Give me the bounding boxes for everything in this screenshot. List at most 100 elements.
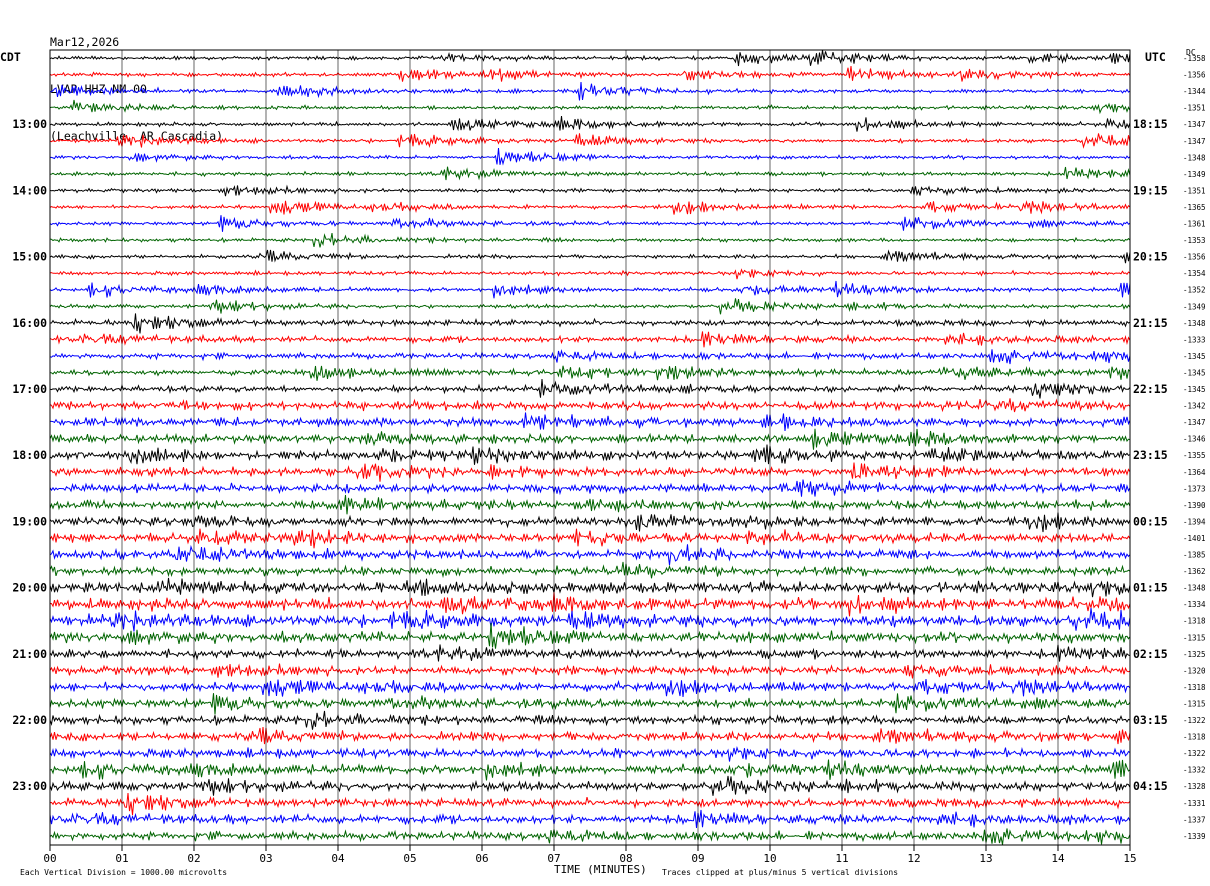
seismic-trace: [50, 313, 1131, 334]
dc-offset-label: -1342: [1183, 402, 1206, 411]
right-hour-label: 00:15: [1133, 514, 1168, 528]
left-hour-labels: 13:00 14:00 15:00 16:00 17:00 18:00 19:00 20:00…: [12, 117, 47, 793]
dc-offset-label: -1394: [1183, 517, 1206, 526]
x-tick-label: 04: [331, 852, 345, 865]
x-tick-label: 07: [547, 852, 560, 865]
x-tick-label: 02: [187, 852, 200, 865]
seismic-trace: [49, 828, 1131, 845]
seismic-trace: [49, 592, 1131, 617]
right-hour-label: 03:15: [1133, 713, 1168, 727]
seismic-trace: [49, 775, 1131, 796]
dc-offset-label: -1356: [1183, 71, 1206, 80]
dc-offset-label: -1351: [1183, 186, 1206, 195]
dc-offset-label: -1333: [1183, 335, 1206, 344]
seismic-trace: [49, 607, 1131, 632]
dc-offset-label: -1345: [1183, 368, 1206, 377]
dc-offset-label: -1362: [1183, 567, 1206, 576]
dc-offset-label: -1352: [1183, 286, 1206, 295]
seismic-trace: [49, 577, 1131, 598]
dc-offset-label: -1390: [1183, 501, 1206, 510]
right-hour-label: 02:15: [1133, 647, 1168, 661]
x-tick-label: 08: [619, 852, 632, 865]
seismic-trace: [49, 462, 1131, 482]
seismic-trace: [49, 759, 1131, 781]
dc-offset-label: -1351: [1183, 104, 1206, 113]
dc-offset-label: -1345: [1183, 352, 1206, 361]
seismic-trace: [49, 663, 1131, 679]
left-hour-label: 16:00: [12, 316, 47, 330]
seismic-trace: [49, 50, 1131, 67]
seismic-trace: [49, 561, 1131, 579]
dc-offset-label: -1337: [1183, 815, 1206, 824]
dc-offset-label: -1358: [1183, 54, 1206, 63]
dc-offset-label: -1339: [1183, 832, 1206, 841]
seismic-trace: [49, 365, 1131, 381]
x-tick-label: 06: [475, 852, 488, 865]
dc-offset-label: -1401: [1183, 534, 1206, 543]
dc-offset-label: -1318: [1183, 617, 1206, 626]
seismic-trace: [49, 444, 1131, 465]
x-axis: 00 01 02 03 04 05 06 07 08 09 10 11 12 13 14 15: [43, 845, 1137, 865]
dc-offset-label: -1334: [1183, 600, 1206, 609]
right-hour-label: 19:15: [1133, 183, 1168, 197]
seismic-trace: [49, 746, 1131, 762]
x-tick-label: 03: [259, 852, 272, 865]
seismic-trace: [49, 331, 1131, 348]
dc-offset-label: -1373: [1183, 484, 1206, 493]
seismic-trace: [49, 479, 1131, 497]
x-axis-title: TIME (MINUTES): [554, 863, 647, 876]
left-hour-label: 23:00: [12, 779, 47, 793]
right-hour-label: 20:15: [1133, 250, 1168, 264]
dc-offset-label: -1385: [1183, 551, 1206, 560]
seismic-trace: [49, 809, 1131, 828]
seismic-trace: [49, 512, 1131, 533]
dc-offset-label: -1332: [1183, 766, 1206, 775]
dc-offset-label: -1348: [1183, 319, 1206, 328]
seismic-trace: [49, 622, 1131, 649]
seismic-trace: [49, 200, 1131, 215]
dc-offset-label: -1365: [1183, 203, 1206, 212]
right-timezone-label: UTC: [1145, 50, 1166, 64]
dc-offset-label: -1361: [1183, 220, 1206, 229]
x-tick-label: 09: [691, 852, 704, 865]
left-hour-label: 21:00: [12, 647, 47, 661]
seismic-trace: [49, 249, 1131, 264]
seismic-trace: [49, 710, 1131, 730]
trace-group: [49, 50, 1131, 845]
right-hour-label: 04:15: [1133, 779, 1168, 793]
left-hour-label: 19:00: [12, 514, 47, 528]
x-tick-label: 11: [835, 852, 848, 865]
left-hour-label: 17:00: [12, 382, 47, 396]
left-hour-label: 13:00: [12, 117, 47, 131]
x-tick-label: 14: [1051, 852, 1065, 865]
scale-note: Each Vertical Division = 1000.00 microvo…: [20, 868, 227, 877]
seismic-trace: [49, 644, 1131, 662]
seismic-trace: [49, 727, 1131, 745]
right-hour-label: 18:15: [1133, 117, 1168, 131]
dc-offset-label: -1356: [1183, 253, 1206, 262]
dc-offset-label: -1322: [1183, 749, 1206, 758]
dc-offset-label: -1318: [1183, 683, 1206, 692]
seismic-trace: [49, 233, 1131, 248]
seismic-trace: [49, 268, 1131, 280]
clip-note: Traces clipped at plus/minus 5 vertical …: [662, 868, 898, 877]
dc-offset-label: -1318: [1183, 733, 1206, 742]
seismic-trace: [49, 544, 1131, 566]
x-tick-label: 10: [763, 852, 776, 865]
dc-offset-label: -1345: [1183, 385, 1206, 394]
left-timezone-label: CDT: [0, 50, 21, 64]
dc-offset-label: -1348: [1183, 153, 1206, 162]
seismic-trace: [49, 184, 1131, 197]
seismic-trace: [49, 528, 1131, 549]
dc-offset-label: -1344: [1183, 87, 1206, 96]
dc-offset-label: -1349: [1183, 170, 1206, 179]
seismic-trace: [49, 82, 1131, 101]
dc-offset-label: -1347: [1183, 137, 1206, 146]
seismic-trace: [49, 166, 1131, 181]
x-tick-label: 01: [115, 852, 128, 865]
dc-offset-label: -1347: [1183, 120, 1206, 129]
seismic-trace: [49, 65, 1131, 82]
seismic-trace: [50, 147, 1131, 166]
dc-offset-label: -1315: [1183, 633, 1206, 642]
